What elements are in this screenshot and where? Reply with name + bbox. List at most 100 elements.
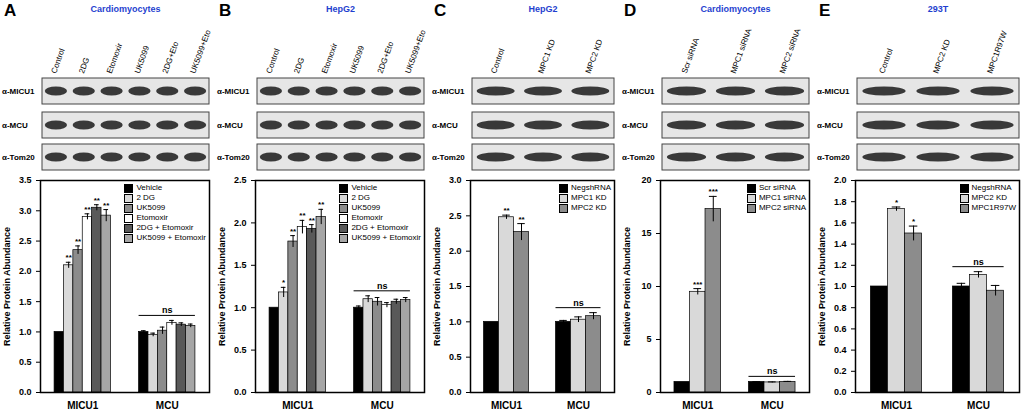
- svg-text:**: **: [299, 211, 306, 220]
- svg-text:15: 15: [641, 228, 651, 238]
- svg-text:MPC1R97W: MPC1R97W: [985, 29, 1009, 74]
- svg-text:ns: ns: [162, 305, 173, 315]
- svg-text:***: ***: [693, 280, 703, 289]
- svg-text:3.0: 3.0: [449, 175, 462, 185]
- svg-text:D: D: [624, 1, 636, 20]
- svg-text:HepG2: HepG2: [528, 4, 557, 14]
- svg-text:α-MICU1: α-MICU1: [622, 87, 655, 96]
- svg-text:2DG+Eto: 2DG+Eto: [161, 40, 181, 75]
- svg-text:1.0: 1.0: [834, 281, 847, 291]
- svg-text:2.0: 2.0: [234, 218, 247, 228]
- svg-text:α-MICU1: α-MICU1: [817, 87, 850, 96]
- svg-text:MCU: MCU: [371, 400, 394, 411]
- svg-text:MICU1: MICU1: [67, 400, 99, 411]
- svg-text:α-MCU: α-MCU: [432, 121, 458, 130]
- svg-text:0.0: 0.0: [834, 387, 847, 397]
- svg-text:0.4: 0.4: [834, 345, 847, 355]
- svg-text:Relative Protein Abundance: Relative Protein Abundance: [622, 227, 632, 346]
- svg-text:1.4: 1.4: [834, 239, 847, 249]
- svg-text:2.5: 2.5: [449, 211, 462, 221]
- svg-text:**: **: [66, 253, 73, 262]
- svg-text:**: **: [75, 237, 82, 246]
- svg-text:MCU: MCU: [761, 400, 784, 411]
- svg-text:2.0: 2.0: [449, 246, 462, 256]
- svg-text:1.5: 1.5: [234, 260, 247, 270]
- svg-text:α-MICU1: α-MICU1: [2, 87, 35, 96]
- svg-text:α-MCU: α-MCU: [217, 121, 243, 130]
- svg-text:*: *: [895, 198, 899, 207]
- svg-text:α-MCU: α-MCU: [817, 121, 843, 130]
- svg-text:ns: ns: [767, 366, 778, 376]
- svg-text:C: C: [434, 1, 446, 20]
- svg-text:0.8: 0.8: [834, 303, 847, 313]
- svg-text:**: **: [94, 196, 101, 205]
- svg-text:MCU: MCU: [156, 400, 179, 411]
- svg-text:Etomoxir: Etomoxir: [105, 42, 124, 75]
- svg-text:UK5099: UK5099: [133, 44, 152, 75]
- svg-text:MICU1: MICU1: [682, 400, 714, 411]
- svg-text:*: *: [282, 278, 286, 287]
- svg-text:*: *: [912, 217, 916, 226]
- svg-text:2.0: 2.0: [19, 266, 32, 276]
- svg-text:Relative Protein Abundance: Relative Protein Abundance: [432, 227, 442, 346]
- svg-text:1.0: 1.0: [449, 317, 462, 327]
- svg-text:UK5099+Eto: UK5099+Eto: [404, 28, 428, 74]
- svg-text:0.5: 0.5: [449, 352, 462, 362]
- svg-text:3.0: 3.0: [19, 206, 32, 216]
- svg-text:E: E: [819, 1, 830, 20]
- svg-text:MPC1 KD: MPC1 KD: [536, 38, 557, 75]
- svg-text:MICU1: MICU1: [282, 400, 314, 411]
- svg-text:MPC2 siRNA: MPC2 siRNA: [778, 27, 803, 75]
- svg-text:Cardiomyocytes: Cardiomyocytes: [90, 4, 160, 14]
- svg-text:Control: Control: [489, 47, 506, 75]
- svg-text:ns: ns: [573, 298, 584, 308]
- svg-text:3.5: 3.5: [19, 175, 32, 185]
- svg-text:0.5: 0.5: [234, 345, 247, 355]
- svg-text:1.2: 1.2: [834, 260, 847, 270]
- svg-text:0.2: 0.2: [834, 366, 847, 376]
- svg-text:1.5: 1.5: [449, 281, 462, 291]
- svg-text:MPC1 siRNA: MPC1 siRNA: [729, 27, 754, 75]
- svg-text:0.0: 0.0: [234, 387, 247, 397]
- svg-text:**: **: [309, 216, 316, 225]
- svg-text:α-Tom20: α-Tom20: [622, 153, 655, 162]
- svg-text:2DG: 2DG: [77, 56, 91, 75]
- svg-text:α-Tom20: α-Tom20: [217, 153, 250, 162]
- svg-text:20: 20: [641, 175, 651, 185]
- svg-text:1.6: 1.6: [834, 218, 847, 228]
- svg-text:2.0: 2.0: [834, 175, 847, 185]
- svg-text:***: ***: [709, 187, 719, 196]
- svg-text:MCU: MCU: [567, 400, 590, 411]
- svg-text:Relative Protein Abundance: Relative Protein Abundance: [2, 227, 12, 346]
- svg-text:α-Tom20: α-Tom20: [817, 153, 850, 162]
- svg-text:1.5: 1.5: [19, 297, 32, 307]
- svg-text:0: 0: [646, 387, 651, 397]
- svg-text:α-Tom20: α-Tom20: [2, 153, 35, 162]
- svg-text:α-MCU: α-MCU: [2, 121, 28, 130]
- svg-text:2DG: 2DG: [292, 56, 306, 75]
- svg-text:UK5099: UK5099: [348, 44, 367, 75]
- svg-text:UK5099+Eto: UK5099+Eto: [189, 28, 213, 74]
- svg-text:MICU1: MICU1: [881, 400, 913, 411]
- svg-text:2.5: 2.5: [19, 236, 32, 246]
- svg-text:**: **: [318, 200, 325, 209]
- svg-text:α-Tom20: α-Tom20: [432, 153, 465, 162]
- svg-text:Control: Control: [264, 47, 281, 75]
- svg-text:0.0: 0.0: [19, 387, 32, 397]
- svg-text:5: 5: [646, 334, 651, 344]
- svg-text:1.0: 1.0: [19, 327, 32, 337]
- svg-text:Control: Control: [877, 47, 894, 75]
- svg-text:Cardiomyocytes: Cardiomyocytes: [700, 4, 770, 14]
- svg-text:2DG+Eto: 2DG+Eto: [376, 40, 396, 75]
- svg-text:A: A: [4, 1, 16, 20]
- svg-text:10: 10: [641, 281, 651, 291]
- svg-text:ns: ns: [973, 257, 984, 267]
- svg-text:**: **: [103, 201, 110, 210]
- svg-text:MPC2 KD: MPC2 KD: [584, 38, 605, 75]
- svg-text:MICU1: MICU1: [491, 400, 523, 411]
- svg-text:0.0: 0.0: [449, 387, 462, 397]
- svg-text:Control: Control: [49, 47, 66, 75]
- svg-text:**: **: [503, 206, 510, 215]
- svg-text:Scr siRNA: Scr siRNA: [680, 36, 701, 74]
- svg-text:MCU: MCU: [967, 400, 990, 411]
